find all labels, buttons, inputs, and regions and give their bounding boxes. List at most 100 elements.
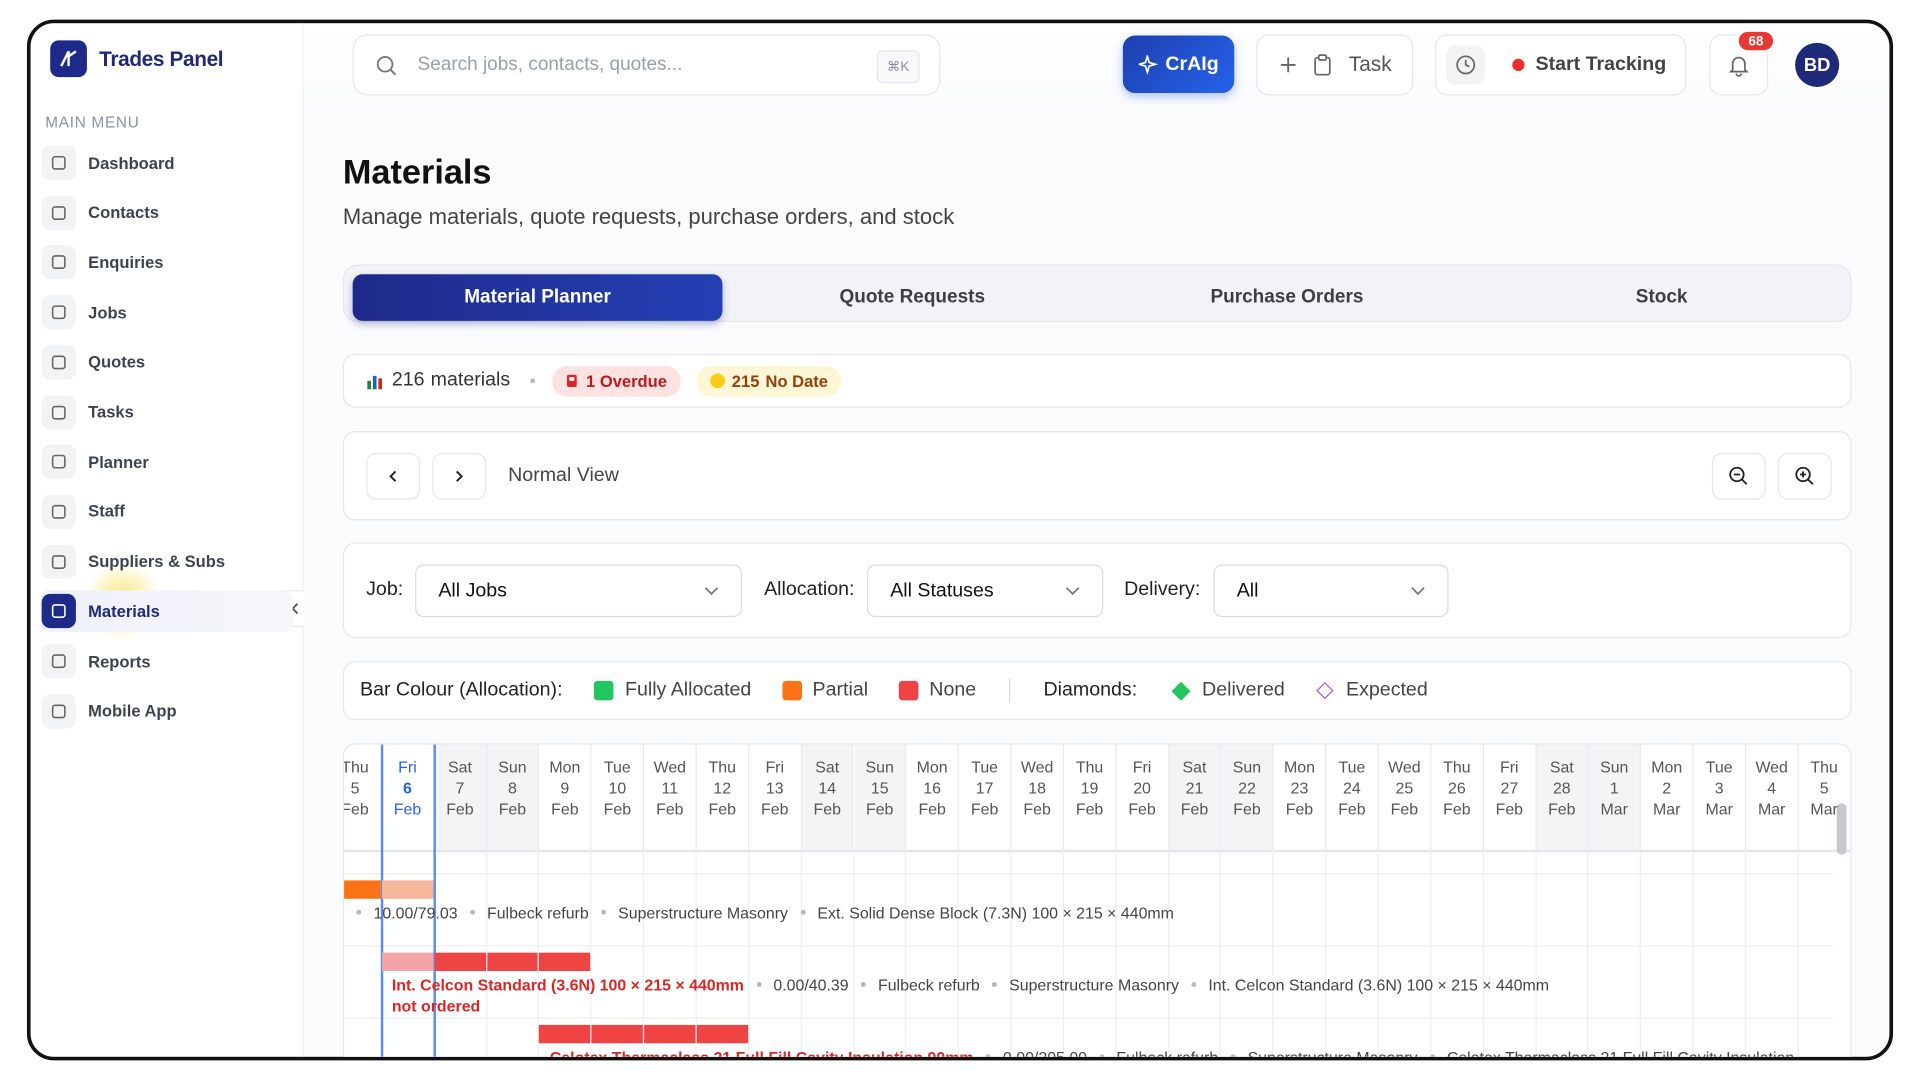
assistant-button[interactable]: CrAIg xyxy=(1122,35,1235,94)
zoom-out-icon xyxy=(1729,466,1748,485)
month: Feb xyxy=(1285,799,1314,818)
day-number: 28 xyxy=(1552,778,1571,798)
chevron-left xyxy=(291,603,299,615)
menu-item[interactable]: Materials xyxy=(40,590,293,633)
day-number: 5 xyxy=(350,778,360,798)
menu-item[interactable]: Mobile App xyxy=(40,690,292,732)
day-number: 2 xyxy=(1662,778,1672,798)
menu-item[interactable]: Jobs xyxy=(40,292,292,334)
day-header: Sat 14 Feb xyxy=(801,744,855,850)
month: Feb xyxy=(1495,799,1524,818)
tab[interactable]: Quote Requests xyxy=(839,286,986,308)
allocation-bar[interactable] xyxy=(434,952,486,972)
column-line xyxy=(1377,849,1379,1057)
menu-item[interactable]: Staff xyxy=(40,491,292,533)
allocation-bar[interactable] xyxy=(539,952,591,972)
overdue-label: 1 Overdue xyxy=(586,371,667,391)
page-subtitle: Manage materials, quote requests, purcha… xyxy=(342,204,955,229)
month: Feb xyxy=(498,799,527,818)
allocation-bar[interactable] xyxy=(696,1024,748,1044)
menu-icon-glyph xyxy=(51,355,66,370)
column-line xyxy=(695,849,697,1057)
zoom-in-icon xyxy=(1795,466,1814,485)
day-number: 23 xyxy=(1290,778,1309,798)
row-stage: Superstructure Masonry xyxy=(1247,1047,1418,1061)
allocation-bar[interactable] xyxy=(644,1024,696,1044)
tab[interactable]: Material Planner xyxy=(464,286,611,308)
month: Feb xyxy=(761,799,789,818)
no-date-pill[interactable]: 215 No Date xyxy=(696,365,842,397)
day-header: Sun 1 Mar xyxy=(1588,744,1642,850)
menu-item[interactable]: Planner xyxy=(40,441,292,483)
legend-swatch-green xyxy=(594,680,614,701)
tab[interactable]: Stock xyxy=(1635,286,1688,308)
day-number: 1 xyxy=(1609,778,1619,798)
weekday: Thu xyxy=(708,757,736,777)
avatar[interactable]: BD xyxy=(1795,42,1840,87)
filter-label: Job: xyxy=(366,579,404,601)
month: Feb xyxy=(1075,799,1104,818)
day-number: 22 xyxy=(1238,778,1256,798)
day-number: 8 xyxy=(507,778,517,798)
month: Feb xyxy=(865,799,894,818)
menu-item[interactable]: Reports xyxy=(40,640,292,682)
legend-diamond-filled xyxy=(1171,681,1191,701)
previous-button[interactable] xyxy=(366,453,421,500)
sparkle-icon xyxy=(1138,54,1158,75)
chevron-right xyxy=(456,470,464,482)
logo[interactable] xyxy=(50,40,87,78)
search-box[interactable]: Search jobs, contacts, quotes... ⌘K xyxy=(352,34,941,96)
filter-select[interactable]: All Jobs xyxy=(415,564,743,618)
menu-item[interactable]: Enquiries xyxy=(40,242,292,284)
material-status: not ordered xyxy=(391,996,481,1016)
menu-item[interactable]: Dashboard xyxy=(40,142,292,184)
allocation-bar[interactable] xyxy=(486,952,539,972)
menu-icon xyxy=(41,693,76,729)
menu-item[interactable]: Tasks xyxy=(40,391,292,433)
separator-dot xyxy=(469,909,475,915)
menu-item[interactable]: Contacts xyxy=(40,192,292,234)
filter-value: All Statuses xyxy=(890,579,994,601)
allocation-bar[interactable] xyxy=(381,880,434,899)
task-label: Task xyxy=(1348,52,1392,76)
legend-item: Delivered xyxy=(1202,679,1285,701)
filter-bar: Job: All Jobs Allocation: All Statuses Deliv… xyxy=(342,542,1852,638)
legend: Bar Colour (Allocation): Fully Allocated… xyxy=(342,661,1852,721)
menu-item[interactable]: Suppliers & Subs xyxy=(40,541,292,583)
weekday: Mon xyxy=(549,757,581,777)
filter-select[interactable]: All Statuses xyxy=(866,564,1104,618)
day-number: 5 xyxy=(1819,778,1829,798)
month: Feb xyxy=(708,799,736,818)
zoom-out-button[interactable] xyxy=(1711,453,1766,500)
allocation-bar[interactable] xyxy=(539,1024,591,1044)
menu-item[interactable]: Quotes xyxy=(40,341,292,383)
scrollbar[interactable] xyxy=(1836,803,1847,855)
tracking-label: Start Tracking xyxy=(1535,53,1667,75)
legend-item: Partial xyxy=(812,679,869,701)
day-number: 14 xyxy=(818,778,837,798)
filter-select[interactable]: All xyxy=(1213,564,1449,618)
menu-label: Enquiries xyxy=(88,253,164,272)
separator-dot xyxy=(800,909,806,915)
tracking-button[interactable]: Start Tracking xyxy=(1435,34,1687,96)
clock-badge xyxy=(1446,45,1486,85)
search-placeholder: Search jobs, contacts, quotes... xyxy=(417,53,683,75)
header: Search jobs, contacts, quotes... ⌘K CrAI… xyxy=(303,23,1890,112)
overdue-pill[interactable]: 1 Overdue xyxy=(551,365,681,397)
menu-icon xyxy=(41,345,76,380)
allocation-bar[interactable] xyxy=(381,952,434,972)
menu-label: Materials xyxy=(88,602,160,621)
month: Feb xyxy=(603,799,632,818)
allocation-bar[interactable] xyxy=(344,880,381,899)
zoom-in-button[interactable] xyxy=(1777,453,1832,500)
tab[interactable]: Purchase Orders xyxy=(1210,286,1364,308)
allocation-bar[interactable] xyxy=(591,1024,643,1044)
column-line xyxy=(1797,849,1799,1057)
menu-icon-glyph xyxy=(51,405,66,419)
task-button[interactable]: Task xyxy=(1256,34,1414,96)
next-button[interactable] xyxy=(432,453,487,500)
menu-icon-glyph xyxy=(51,554,66,569)
row-material: Celotex Thermaclass 21 Full Fill Cavity … xyxy=(1446,1047,1795,1061)
weekday: Sun xyxy=(1600,757,1629,777)
month: Feb xyxy=(1548,799,1576,818)
